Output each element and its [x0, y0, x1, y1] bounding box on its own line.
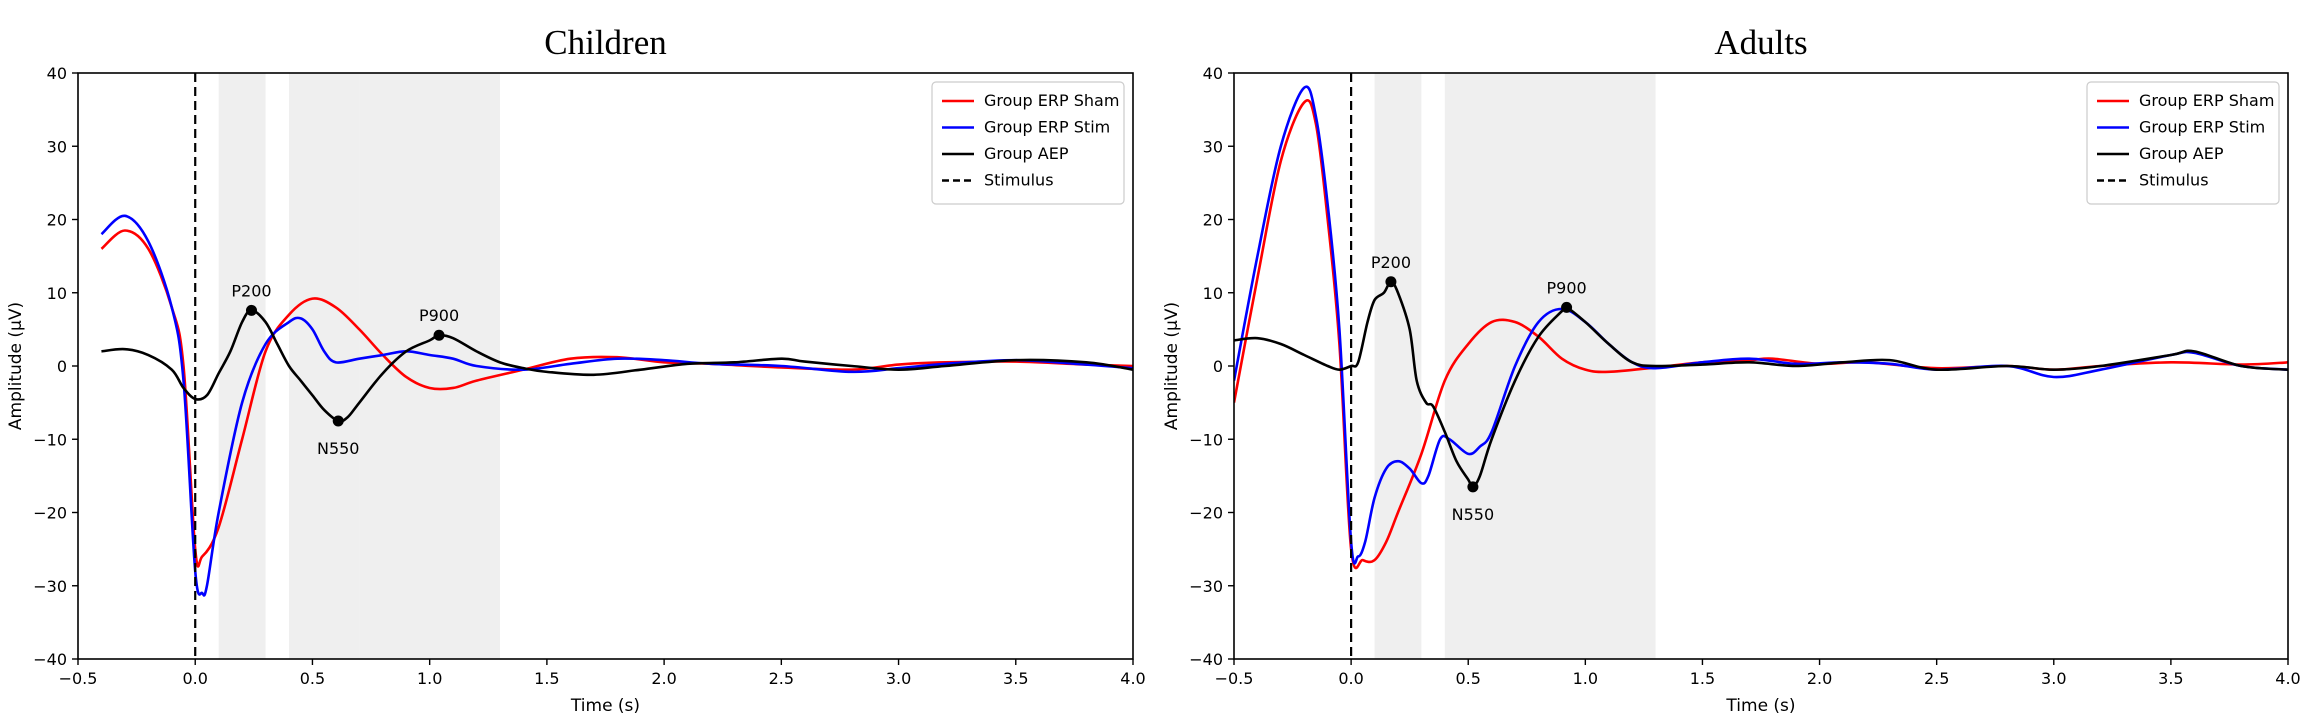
x-axis-label: Time (s) — [570, 696, 640, 716]
x-tick-label: −0.5 — [1215, 669, 1254, 688]
legend-box — [2086, 81, 2280, 205]
legend-label-group-erp-stim: Group ERP Stim — [984, 118, 1110, 137]
x-tick-label: 3.5 — [1003, 669, 1028, 688]
y-tick-label: 10 — [1203, 284, 1223, 303]
x-tick-label: 3.5 — [2158, 669, 2183, 688]
y-tick-label: −10 — [1189, 430, 1223, 449]
x-tick-label: 4.0 — [2275, 669, 2300, 688]
shaded-window-3 — [1515, 73, 1656, 659]
series-line-group-aep — [1234, 280, 2288, 489]
y-tick-label: −20 — [1189, 504, 1223, 523]
peak-label-p200: P200 — [1371, 253, 1411, 272]
x-tick-label: 2.5 — [1924, 669, 1949, 688]
x-tick-label: 4.0 — [1120, 669, 1145, 688]
peak-marker-p900 — [433, 329, 445, 341]
x-tick-label: 0.0 — [1338, 669, 1363, 688]
peak-label-p900: P900 — [1547, 278, 1587, 297]
x-tick-label: 1.0 — [1573, 669, 1598, 688]
legend-label-group-erp-stim: Group ERP Stim — [2139, 118, 2265, 137]
peak-label-n550: N550 — [1452, 505, 1495, 524]
y-tick-label: −30 — [1189, 577, 1223, 596]
x-tick-label: 2.5 — [769, 669, 794, 688]
legend-label-group-erp-sham: Group ERP Sham — [2139, 91, 2274, 110]
y-tick-label: −20 — [33, 504, 67, 523]
peak-marker-n550 — [1467, 481, 1479, 493]
legend: Group ERP Sham Group ERP Stim Group AEP Sti… — [931, 81, 1125, 205]
legend-label-group-aep: Group AEP — [984, 144, 1069, 163]
legend-label-stimulus: Stimulus — [2139, 171, 2209, 190]
x-tick-label: 3.0 — [2041, 669, 2066, 688]
legend-label-group-erp-sham: Group ERP Sham — [984, 91, 1119, 110]
y-tick-label: 30 — [47, 137, 67, 156]
series-line-group-aep — [101, 309, 1133, 423]
y-tick-label: 20 — [1203, 211, 1223, 230]
legend-label-stimulus: Stimulus — [984, 171, 1054, 190]
shaded-window-1 — [218, 73, 266, 659]
x-axis-label: Time (s) — [1725, 696, 1795, 716]
y-axis-label: Amplitude (µV) — [1162, 302, 1182, 430]
legend-box — [931, 81, 1125, 205]
y-tick-label: 30 — [1203, 137, 1223, 156]
chart-title: Adults — [1714, 23, 1807, 62]
x-tick-label: −0.5 — [59, 669, 98, 688]
y-tick-label: −40 — [1189, 650, 1223, 669]
y-tick-label: −30 — [33, 577, 67, 596]
adults-panel: Adults P200 N550 P900 −0.5 0.0 0.5 1.0 1.5 2.0 2.5… — [1162, 23, 2301, 716]
children-panel: Children P200 N550 P900 −0.5 0.0 0.5 1.0 1.5 2.0 2… — [6, 23, 1146, 716]
y-tick-label: −10 — [33, 430, 67, 449]
peak-marker-n550 — [332, 415, 344, 427]
y-axis-label: Amplitude (µV) — [6, 302, 26, 430]
y-tick-label: 40 — [1203, 64, 1223, 83]
x-tick-label: 0.5 — [1455, 669, 1480, 688]
y-tick-label: 0 — [1213, 357, 1223, 376]
peak-marker-p200 — [1385, 276, 1397, 288]
y-tick-label: 0 — [57, 357, 67, 376]
shaded-window-2 — [1444, 73, 1516, 659]
x-tick-label: 2.0 — [651, 669, 676, 688]
y-tick-label: −40 — [33, 650, 67, 669]
peak-marker-p900 — [1561, 301, 1573, 313]
chart-title: Children — [544, 23, 666, 62]
peak-label-p200: P200 — [231, 281, 271, 300]
peak-label-p900: P900 — [419, 306, 459, 325]
y-tick-label: 40 — [47, 64, 67, 83]
x-tick-label: 1.5 — [1690, 669, 1715, 688]
peak-marker-p200 — [245, 304, 257, 316]
x-tick-label: 2.0 — [1807, 669, 1832, 688]
legend-label-group-aep: Group AEP — [2139, 144, 2224, 163]
x-tick-label: 3.0 — [886, 669, 911, 688]
peak-label-n550: N550 — [317, 439, 360, 458]
legend: Group ERP Sham Group ERP Stim Group AEP Sti… — [2086, 81, 2280, 205]
shaded-window-2 — [289, 73, 360, 659]
y-tick-label: 20 — [47, 211, 67, 230]
y-tick-label: 10 — [47, 284, 67, 303]
x-tick-label: 1.0 — [417, 669, 442, 688]
x-tick-label: 0.0 — [182, 669, 207, 688]
x-tick-label: 1.5 — [534, 669, 559, 688]
x-tick-label: 0.5 — [300, 669, 325, 688]
